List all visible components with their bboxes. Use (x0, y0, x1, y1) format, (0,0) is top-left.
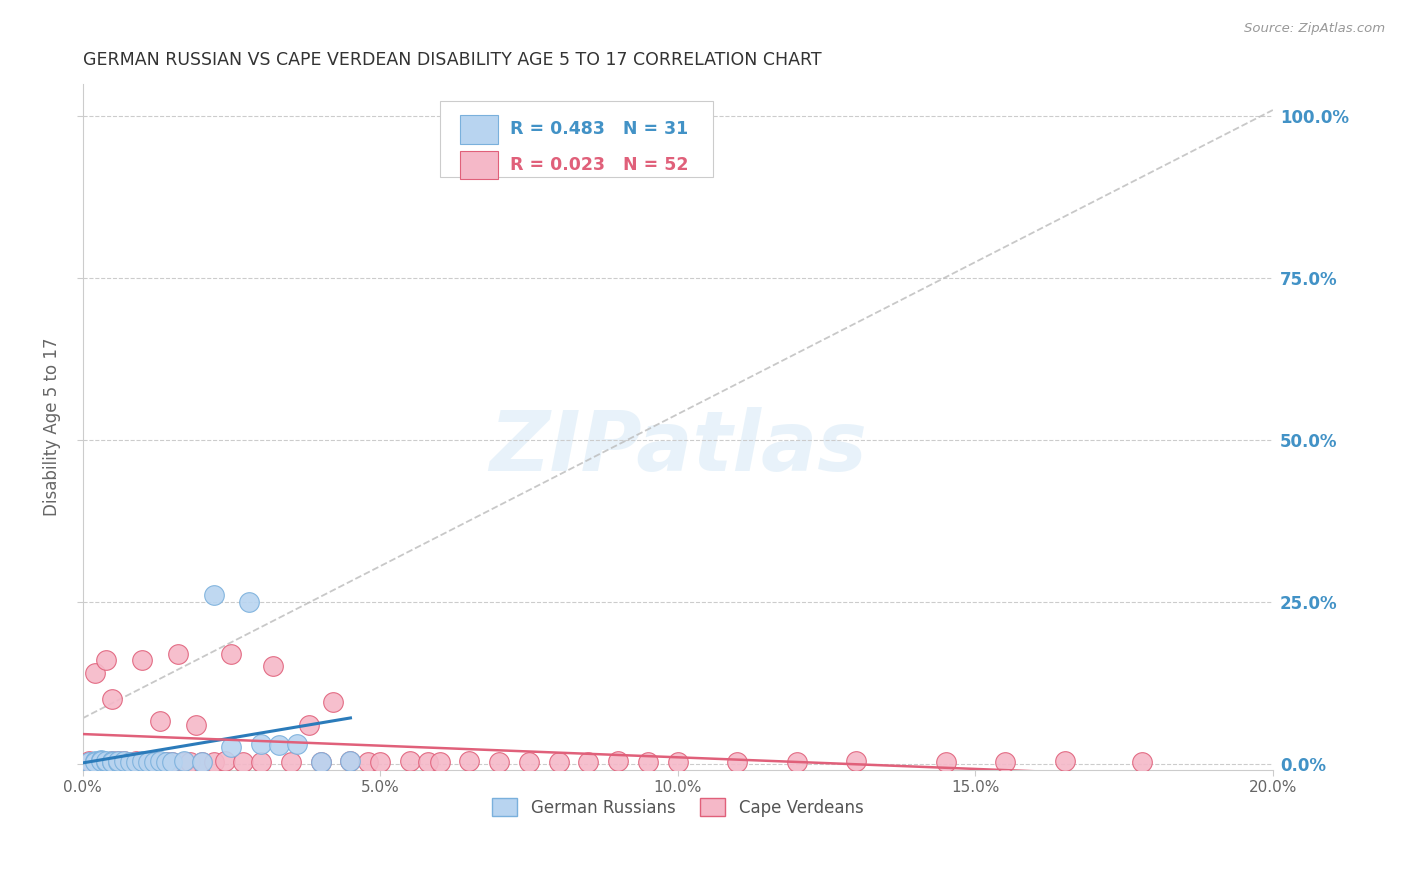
Point (96, 754, 118, 768)
Point (96, 653, 118, 667)
Point (517, 755, 540, 769)
Point (725, 755, 748, 769)
Point (120, 755, 142, 769)
Point (125, 754, 148, 768)
Point (202, 588, 225, 602)
Point (179, 755, 201, 769)
Point (250, 737, 273, 751)
Point (221, 647, 243, 661)
Point (578, 755, 600, 769)
Point (399, 754, 422, 768)
Point (107, 754, 129, 768)
Point (309, 755, 332, 769)
Point (112, 754, 135, 768)
Y-axis label: Disability Age 5 to 17: Disability Age 5 to 17 (44, 338, 60, 516)
Point (190, 755, 212, 769)
Point (155, 755, 177, 769)
Point (107, 755, 129, 769)
Point (167, 647, 190, 661)
FancyBboxPatch shape (460, 115, 498, 144)
Point (143, 755, 166, 769)
Point (112, 754, 135, 768)
Point (202, 755, 225, 769)
Point (280, 755, 302, 769)
FancyBboxPatch shape (440, 102, 713, 177)
Point (131, 653, 153, 667)
Point (136, 755, 159, 769)
Point (160, 755, 183, 769)
Point (136, 755, 159, 769)
Point (173, 754, 195, 768)
Text: R = 0.023   N = 52: R = 0.023 N = 52 (510, 156, 689, 174)
Point (184, 717, 207, 731)
Point (96, 755, 118, 769)
Point (845, 754, 868, 768)
Point (666, 755, 689, 769)
Point (221, 740, 243, 755)
Point (309, 755, 332, 769)
Point (1053, 754, 1076, 768)
Point (547, 755, 569, 769)
Point (143, 754, 166, 768)
Point (101, 691, 124, 706)
Point (339, 754, 361, 768)
Point (339, 754, 361, 768)
Point (368, 755, 391, 769)
Legend: German Russians, Cape Verdeans: German Russians, Cape Verdeans (485, 791, 870, 823)
Point (786, 755, 808, 769)
Point (232, 755, 254, 769)
Point (89, 754, 111, 768)
Point (637, 755, 659, 769)
FancyBboxPatch shape (460, 151, 498, 179)
Point (262, 659, 284, 673)
Point (89, 753, 111, 767)
Point (77, 755, 100, 769)
Point (416, 755, 439, 769)
Point (298, 717, 321, 731)
Point (149, 714, 172, 729)
Text: ZIPatlas: ZIPatlas (489, 407, 866, 488)
Point (214, 754, 236, 768)
Point (160, 755, 183, 769)
Point (155, 755, 177, 769)
Point (131, 754, 153, 768)
Point (458, 754, 481, 768)
Point (83, 754, 105, 768)
Point (935, 755, 957, 769)
Point (101, 754, 124, 768)
Point (107, 754, 129, 768)
Point (994, 755, 1017, 769)
Point (149, 754, 172, 768)
Point (190, 755, 212, 769)
Text: Source: ZipAtlas.com: Source: ZipAtlas.com (1244, 22, 1385, 36)
Point (101, 755, 124, 769)
Text: GERMAN RUSSIAN VS CAPE VERDEAN DISABILITY AGE 5 TO 17 CORRELATION CHART: GERMAN RUSSIAN VS CAPE VERDEAN DISABILIT… (83, 51, 821, 69)
Point (173, 755, 195, 769)
Point (285, 737, 308, 751)
Point (125, 755, 148, 769)
Point (89, 754, 111, 768)
Text: R = 0.483   N = 31: R = 0.483 N = 31 (510, 120, 688, 138)
Point (488, 755, 510, 769)
Point (120, 755, 142, 769)
Point (607, 754, 630, 768)
Point (267, 739, 290, 753)
Point (250, 755, 273, 769)
Point (101, 755, 124, 769)
Point (238, 595, 260, 609)
Point (1130, 755, 1153, 769)
Point (101, 754, 124, 768)
Point (83, 755, 105, 769)
Point (357, 755, 380, 769)
Point (77, 754, 100, 768)
Point (322, 695, 344, 709)
Point (83, 665, 105, 680)
Point (429, 755, 451, 769)
